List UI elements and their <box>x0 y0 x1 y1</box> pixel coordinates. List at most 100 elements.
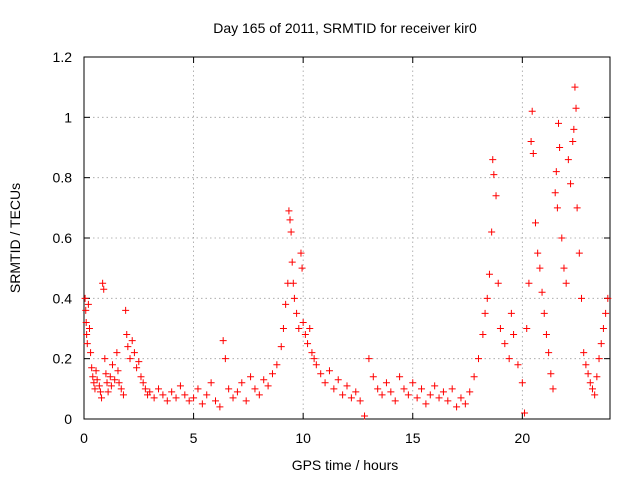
data-point <box>87 349 95 357</box>
data-point <box>461 400 469 408</box>
data-point <box>98 394 106 402</box>
data-point <box>85 325 93 332</box>
data-point <box>107 382 115 390</box>
data-point <box>556 144 564 151</box>
x-tick-label: 5 <box>190 430 198 446</box>
data-point <box>554 119 562 127</box>
data-point <box>114 367 122 375</box>
data-point <box>260 376 268 384</box>
data-point <box>82 306 90 314</box>
data-point <box>604 294 612 302</box>
data-point <box>141 385 149 393</box>
data-point <box>106 373 114 381</box>
data-point <box>108 361 116 369</box>
data-point <box>251 385 259 393</box>
data-point <box>135 358 143 366</box>
data-point <box>481 309 489 317</box>
data-point <box>212 397 219 405</box>
data-point <box>312 361 320 369</box>
data-point <box>569 137 577 145</box>
data-point <box>553 204 561 212</box>
data-point <box>104 388 112 396</box>
data-point <box>203 391 211 399</box>
data-point <box>356 397 364 405</box>
data-point <box>101 355 109 363</box>
y-tick-label: 0.2 <box>53 351 73 367</box>
data-point <box>297 249 305 257</box>
x-tick-label: 15 <box>405 430 421 446</box>
data-point <box>593 373 601 381</box>
data-point <box>247 373 255 381</box>
data-point <box>287 228 295 236</box>
data-point <box>549 385 557 393</box>
data-point <box>578 294 586 302</box>
data-point <box>413 394 421 402</box>
data-point <box>306 325 314 332</box>
data-point <box>483 294 491 302</box>
data-point <box>534 249 542 257</box>
data-point <box>82 318 90 326</box>
data-point <box>95 382 103 390</box>
y-tick-label: 0.4 <box>53 290 73 306</box>
data-point <box>198 400 206 408</box>
data-point <box>334 376 342 384</box>
data-point <box>571 83 579 91</box>
data-point <box>365 355 373 363</box>
data-point <box>562 279 570 287</box>
data-point <box>159 391 167 399</box>
data-point <box>137 373 145 381</box>
data-point <box>439 388 447 396</box>
data-point <box>444 397 452 405</box>
data-point <box>582 361 590 369</box>
data-point <box>308 349 316 357</box>
data-point <box>81 294 89 302</box>
data-point <box>560 264 568 272</box>
data-point <box>96 388 104 396</box>
data-point <box>580 349 588 357</box>
data-point <box>521 409 529 417</box>
data-point <box>347 394 355 402</box>
data-point <box>426 391 434 399</box>
data-point <box>128 337 136 345</box>
data-point <box>418 385 426 393</box>
data-point <box>352 388 360 396</box>
data-point <box>378 391 386 399</box>
data-point <box>448 385 456 393</box>
data-point <box>492 192 500 200</box>
data-point <box>285 207 293 215</box>
y-tick-label: 1 <box>64 109 72 125</box>
data-point <box>387 388 395 396</box>
data-point <box>540 309 548 317</box>
data-point <box>479 331 487 339</box>
data-point <box>146 388 154 396</box>
data-point <box>225 385 233 393</box>
data-point <box>295 325 303 332</box>
data-point <box>124 343 132 351</box>
data-point <box>489 156 497 164</box>
data-point <box>102 370 110 378</box>
data-point <box>531 219 539 227</box>
data-point <box>207 379 215 387</box>
data-point <box>485 270 493 278</box>
data-point <box>176 382 184 390</box>
data-point <box>597 340 605 348</box>
data-point <box>330 385 338 393</box>
data-point <box>343 382 351 390</box>
data-point <box>321 379 329 387</box>
data-point <box>558 234 566 242</box>
data-point <box>525 279 533 287</box>
data-point <box>168 388 176 396</box>
data-point <box>111 376 119 384</box>
y-tick-label: 0 <box>64 411 72 427</box>
data-point <box>470 373 478 381</box>
data-point <box>599 325 607 332</box>
data-point <box>538 288 546 296</box>
data-point <box>466 388 474 396</box>
data-point <box>591 391 599 399</box>
data-point <box>133 364 141 372</box>
data-point <box>409 379 417 387</box>
data-point <box>103 379 111 387</box>
data-point <box>172 394 180 402</box>
data-point <box>301 331 309 339</box>
data-point <box>453 403 461 411</box>
